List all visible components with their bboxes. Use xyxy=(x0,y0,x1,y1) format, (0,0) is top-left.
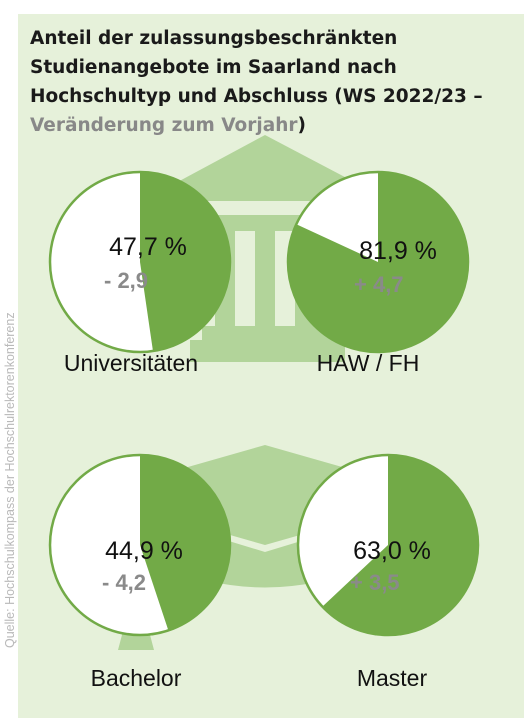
category-label: Master xyxy=(357,665,428,691)
chart-title: Anteil der zulassungsbeschränkten Studie… xyxy=(30,24,500,140)
pie-chart: 47,7 % - 2,9 Universitäten xyxy=(48,170,232,376)
pie-chart: 44,9 % - 4,2 Bachelor xyxy=(48,453,232,691)
title-main: Anteil der zulassungsbeschränkten Studie… xyxy=(30,28,483,107)
category-label: Universitäten xyxy=(64,350,198,376)
change-label: - 4,2 xyxy=(102,570,146,595)
value-label: 44,9 % xyxy=(105,537,183,565)
category-label: Bachelor xyxy=(91,665,182,691)
change-label: - 2,9 xyxy=(104,268,148,293)
value-label: 81,9 % xyxy=(359,237,437,265)
pie-slice xyxy=(140,172,230,352)
pie-chart: 63,0 % + 3,5 Master xyxy=(296,453,480,691)
pie-chart: 81,9 % + 4,7 HAW / FH xyxy=(286,170,470,376)
value-label: 63,0 % xyxy=(353,537,431,565)
category-label: HAW / FH xyxy=(317,350,420,376)
title-highlight: Veränderung zum Vorjahr xyxy=(30,115,298,136)
pie-slice xyxy=(322,455,478,636)
pie-slice xyxy=(288,172,469,352)
change-label: + 3,5 xyxy=(350,570,400,595)
title-close: ) xyxy=(297,115,306,136)
value-label: 47,7 % xyxy=(109,233,187,261)
change-label: + 4,7 xyxy=(354,272,404,297)
pie-slice xyxy=(140,455,231,631)
